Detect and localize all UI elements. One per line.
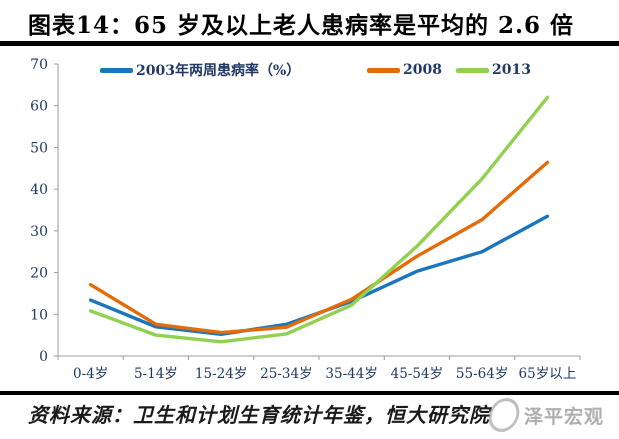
legend: 2003年两周患病率（%） 2008 2013: [0, 60, 619, 80]
y-axis-labels: 0 10 20 30 40 50 60 70: [30, 57, 48, 365]
series-line-2013: [88, 95, 550, 344]
legend-marker-2013: [456, 67, 489, 73]
legend-item-2003: 2003年两周患病率（%）: [100, 60, 300, 80]
series-line-2003: [88, 214, 550, 336]
x-tick-label: 5-14岁: [134, 366, 178, 382]
y-tick-label: 40: [30, 182, 48, 198]
x-tick-label: 0-4岁: [73, 366, 108, 382]
y-tick-label: 10: [30, 307, 48, 323]
y-tick-label: 70: [30, 57, 48, 73]
legend-marker-2003: [100, 67, 133, 73]
legend-item-2013: 2013: [456, 60, 531, 80]
y-tick-label: 0: [39, 349, 48, 365]
title-divider: [0, 41, 619, 46]
x-tick-label: 25-34岁: [260, 366, 312, 382]
x-tick-label: 55-64岁: [456, 366, 508, 382]
page-title: 图表14：65 岁及以上老人患病率是平均的 2.6 倍: [28, 12, 575, 39]
x-tick-label: 45-54岁: [391, 366, 443, 382]
source-divider: [0, 391, 619, 395]
legend-label-2008: 2008: [403, 62, 442, 78]
source-note: 资料来源：卫生和计划生育统计年鉴，恒大研究院: [28, 403, 490, 427]
y-tick-label: 20: [30, 266, 48, 282]
x-tick-label: 65岁以上: [519, 366, 577, 382]
legend-label-2013: 2013: [492, 62, 531, 78]
chart-svg: 0 10 20 30 40 50 60 70 0-4岁 5-14岁 15-24岁 25-34岁 35-4…: [30, 57, 581, 382]
x-tick-label: 15-24岁: [195, 366, 247, 382]
y-tick-label: 50: [30, 140, 48, 156]
x-axis-labels: 0-4岁 5-14岁 15-24岁 25-34岁 35-44岁 45-54岁 55-64岁 6…: [73, 366, 576, 382]
y-tick-label: 60: [30, 99, 48, 115]
legend-item-2008: 2008: [367, 60, 442, 80]
legend-label-2003: 2003年两周患病率（%）: [136, 63, 301, 79]
x-tick-label: 35-44岁: [325, 366, 377, 382]
series-line-2008: [88, 160, 550, 335]
y-tick-label: 30: [30, 224, 48, 240]
axes: [54, 63, 581, 360]
legend-marker-2008: [367, 67, 400, 73]
